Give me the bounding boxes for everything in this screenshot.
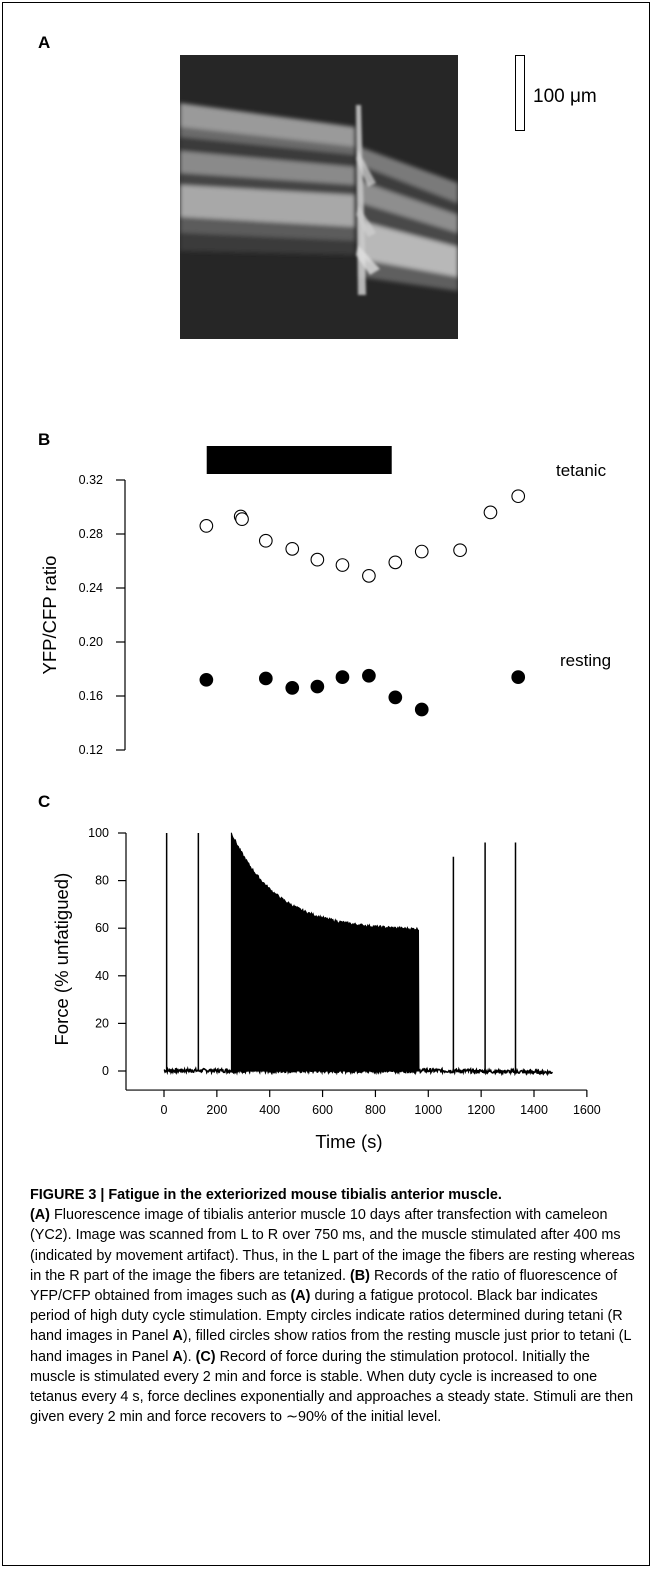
b-y-tick-label: 0.12 xyxy=(79,743,103,757)
b-y-tick-label: 0.24 xyxy=(79,581,103,595)
c-x-tick-label: 600 xyxy=(312,1103,333,1117)
annotation-resting: resting xyxy=(560,651,611,670)
scale-bar-label: 100 μm xyxy=(533,86,597,107)
resting-point xyxy=(310,679,325,694)
tetanic-point xyxy=(388,555,403,570)
caption-b-text: Records of the ratio of fluorescence of … xyxy=(30,1267,618,1305)
tetanic-point xyxy=(335,558,350,572)
resting-point xyxy=(388,690,403,705)
resting-point xyxy=(199,672,214,687)
resting-point xyxy=(414,702,429,717)
c-x-tick-label: 1600 xyxy=(573,1103,601,1117)
caption-b-label: (B) xyxy=(349,1267,370,1284)
force-baseline xyxy=(163,1065,553,1077)
fluorescence-image-drawing xyxy=(180,55,458,339)
caption-b-text: ), filled circles show ratios from the r… xyxy=(30,1328,631,1365)
tetanic-point xyxy=(483,505,498,520)
c-y-tick-label: 40 xyxy=(95,969,109,983)
resting-point xyxy=(285,681,300,695)
c-y-tick-label: 100 xyxy=(88,826,109,840)
c-y-tick-label: 20 xyxy=(95,1016,109,1030)
c-x-axis-label: Time (s) xyxy=(315,1131,382,1152)
tetanic-point xyxy=(511,489,526,504)
resting-point xyxy=(511,670,526,684)
b-y-tick-label: 0.16 xyxy=(79,689,103,703)
c-y-tick-label: 80 xyxy=(95,874,109,888)
caption-panel-ref: A xyxy=(172,1348,183,1365)
b-y-axis-label: YFP/CFP ratio xyxy=(39,556,60,675)
c-y-tick-label: 0 xyxy=(102,1064,109,1078)
chart-b: 0.12 0.16 0.20 0.24 0.28 0.32 YFP/CFP ratio tet… xyxy=(39,446,611,757)
caption-b-text: during a fatigue protocol. Black bar ind… xyxy=(30,1288,623,1345)
caption-b-ref: (A) xyxy=(290,1288,311,1305)
c-x-tick-label: 1400 xyxy=(520,1103,548,1117)
caption-title: FIGURE 3 | Fatigue in the exteriorized m… xyxy=(30,1187,502,1203)
c-y-axis-label: Force (% unfatigued) xyxy=(51,873,72,1046)
c-y-tick-label: 60 xyxy=(95,921,109,935)
b-y-tick-label: 0.32 xyxy=(79,473,103,487)
caption-c-text: Record of force during the stimulation p… xyxy=(30,1348,634,1426)
b-y-tick-label: 0.20 xyxy=(79,635,103,649)
tetanic-point xyxy=(199,519,214,533)
figure-caption: FIGURE 3 | Fatigue in the exteriorized m… xyxy=(30,1185,638,1427)
b-y-tick-label: 0.28 xyxy=(79,527,103,541)
tetanic-point xyxy=(362,569,376,583)
caption-a-text: Fluorescence image of tibialis anterior … xyxy=(30,1207,635,1284)
fluorescence-image xyxy=(180,55,458,339)
caption-b-text: ). xyxy=(182,1348,196,1365)
tetanic-point xyxy=(285,541,300,556)
resting-point xyxy=(258,671,273,686)
panel-c-letter: C xyxy=(38,792,51,811)
scale-bar xyxy=(515,55,525,131)
resting-point xyxy=(335,670,350,684)
c-x-tick-label: 200 xyxy=(206,1103,227,1117)
resting-point xyxy=(362,668,376,683)
c-x-tick-label: 800 xyxy=(365,1103,386,1117)
tetanic-point xyxy=(414,544,429,559)
c-x-tick-label: 1200 xyxy=(467,1103,495,1117)
tetanic-point xyxy=(453,543,467,558)
tetanic-point xyxy=(258,533,273,548)
fatigue-block xyxy=(230,832,420,1072)
caption-c-label: (C) xyxy=(195,1348,216,1365)
c-x-tick-label: 400 xyxy=(259,1103,280,1117)
tetanic-point xyxy=(235,512,249,526)
c-x-tick-label: 0 xyxy=(161,1103,168,1117)
panel-a-letter: A xyxy=(38,33,51,52)
panel-b-letter: B xyxy=(38,430,51,449)
tetanic-point xyxy=(310,552,325,567)
caption-a-label: (A) xyxy=(30,1207,50,1224)
caption-panel-ref: A xyxy=(172,1328,183,1345)
c-x-tick-label: 1000 xyxy=(414,1103,442,1117)
annotation-tetanic: tetanic xyxy=(556,461,607,480)
stimulation-bar xyxy=(206,446,392,474)
